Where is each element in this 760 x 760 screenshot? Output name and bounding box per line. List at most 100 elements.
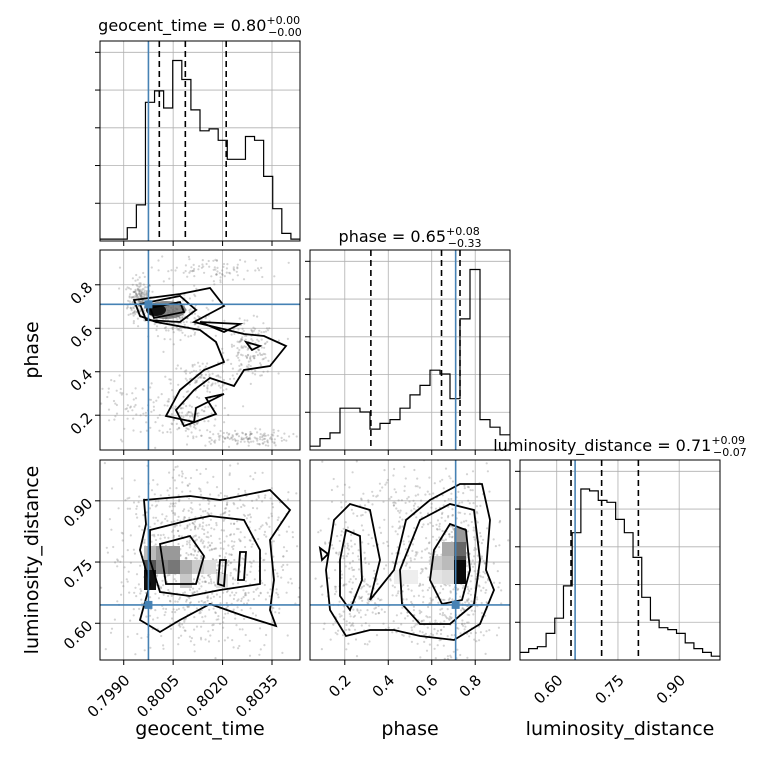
sample-point: [410, 589, 413, 592]
sample-point: [145, 421, 148, 424]
sample-point: [178, 622, 181, 625]
sample-point: [132, 322, 135, 325]
sample-point: [272, 434, 275, 437]
sample-point: [193, 591, 196, 594]
sample-point: [475, 640, 478, 643]
sample-point: [123, 427, 126, 430]
sample-point: [181, 411, 184, 414]
sample-point: [234, 439, 237, 442]
sample-point: [198, 525, 201, 528]
sample-point: [215, 524, 218, 527]
sample-point: [364, 622, 367, 625]
sample-point: [173, 513, 177, 516]
sample-point: [263, 496, 266, 499]
sample-point: [200, 599, 203, 603]
sample-point: [278, 611, 281, 615]
xtick-label-geocent_time: 0.7990: [84, 671, 134, 721]
frame: [99, 459, 301, 661]
sample-point: [462, 584, 465, 588]
sample-point: [203, 420, 206, 423]
sample-point: [197, 361, 200, 364]
sample-point: [260, 346, 263, 349]
sample-point: [189, 640, 192, 643]
sample-point: [191, 363, 194, 367]
sample-point: [249, 355, 252, 358]
sample-point: [278, 607, 281, 610]
sample-point: [267, 434, 270, 437]
sample-point: [258, 527, 261, 530]
sample-point: [457, 627, 460, 630]
ylabel-phase: phase: [21, 321, 43, 378]
sample-point: [467, 592, 470, 595]
sample-point: [204, 615, 207, 618]
sample-point: [219, 492, 222, 495]
sample-point: [272, 665, 274, 667]
sample-point: [161, 513, 164, 516]
sample-point: [155, 328, 158, 332]
sample-point: [195, 468, 198, 472]
sample-point: [412, 499, 415, 502]
sample-point: [474, 577, 477, 581]
sample-point: [226, 359, 229, 362]
sample-point: [484, 572, 487, 575]
sample-point: [194, 331, 197, 334]
sample-point: [480, 589, 483, 592]
sample-point: [427, 576, 430, 579]
sample-point: [497, 586, 500, 589]
sample-point: [183, 293, 186, 296]
sample-point: [143, 275, 146, 278]
sample-point: [225, 601, 228, 605]
sample-point: [209, 442, 212, 445]
sample-point: [436, 554, 439, 557]
sample-point: [219, 541, 222, 545]
sample-point: [190, 553, 193, 556]
sample-point: [256, 348, 260, 351]
sample-point: [244, 633, 247, 637]
sample-point: [169, 487, 172, 490]
sample-point: [200, 625, 203, 628]
sample-point: [207, 536, 210, 539]
sample-point: [240, 362, 243, 366]
sample-point: [380, 598, 383, 601]
sample-point: [149, 596, 152, 599]
sample-point: [130, 307, 133, 310]
sample-point: [418, 584, 421, 588]
sample-point: [93, 586, 95, 588]
sample-point: [132, 320, 135, 323]
sample-point: [225, 503, 229, 506]
sample-point: [151, 534, 154, 537]
sample-point: [140, 295, 143, 298]
sample-point: [165, 607, 168, 611]
sample-point: [269, 436, 273, 439]
sample-point: [191, 508, 194, 511]
sample-point: [144, 286, 147, 289]
sample-point: [191, 270, 194, 273]
sample-point: [252, 478, 255, 481]
sample-point: [167, 398, 170, 401]
sample-point: [178, 535, 181, 538]
sample-point: [78, 472, 80, 474]
sample-point: [417, 594, 420, 597]
sample-point: [275, 588, 278, 591]
sample-point: [464, 601, 467, 604]
sample-point: [334, 631, 337, 634]
sample-point: [389, 577, 392, 581]
sample-point: [277, 429, 280, 432]
sample-point: [203, 377, 206, 380]
sample-point: [272, 606, 275, 610]
sample-point: [222, 431, 225, 435]
sample-point: [218, 272, 221, 275]
sample-point: [248, 513, 252, 516]
sample-point: [175, 580, 178, 583]
sample-point: [425, 649, 429, 652]
sample-point: [114, 402, 117, 405]
sample-point: [202, 510, 205, 513]
panel-phase-vs-luminosity_distance: [309, 459, 511, 665]
sample-point: [126, 497, 129, 500]
sample-point: [484, 581, 487, 584]
sample-point: [236, 263, 239, 266]
sample-point: [119, 391, 122, 394]
sample-point: [155, 318, 159, 321]
sample-point: [207, 574, 210, 577]
sample-point: [421, 631, 424, 634]
